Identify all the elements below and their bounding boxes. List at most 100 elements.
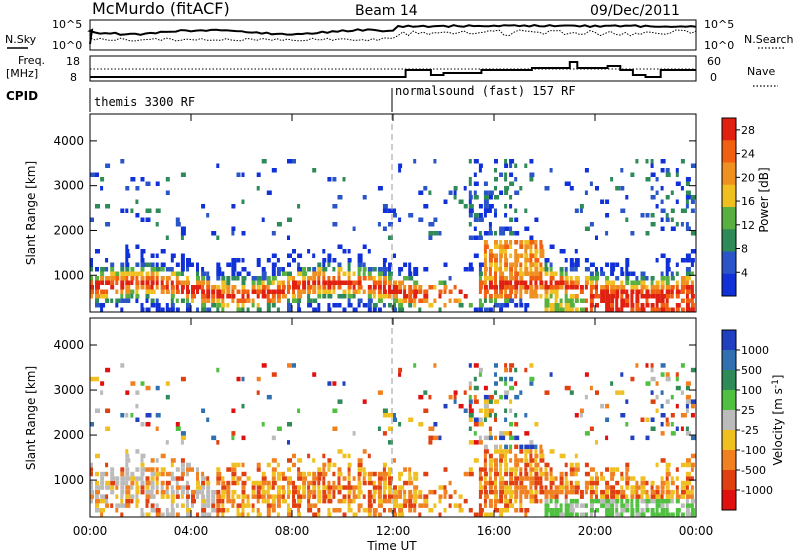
velocity-cell [226,467,232,472]
power-cell [221,276,226,281]
power-cell [620,294,624,299]
power-cell [393,307,397,312]
power-cell [130,289,135,294]
velocity-cell [307,494,312,499]
velocity-cell [317,512,321,517]
x-tick-label: 00:00 [679,524,714,538]
velocity-cell [579,494,584,499]
velocity-cell [256,480,262,486]
power-heatmap-cells [90,159,696,312]
power-cell [307,249,311,254]
velocity-colorbar-tick-label: -25 [741,424,759,437]
velocity-cell [534,494,538,499]
velocity-cell [494,489,498,495]
power-cell [413,289,419,294]
power-cell [499,276,505,281]
velocity-cell [327,480,331,486]
power-cell [271,262,277,267]
power-cell [680,307,685,312]
velocity-cell [372,489,377,495]
power-cell [519,280,526,285]
velocity-cell [130,480,135,486]
power-cell [509,204,513,209]
power-cell [670,294,674,299]
power-cell [120,298,127,303]
velocity-cell [135,467,140,472]
velocity-cell [579,489,584,495]
velocity-cell [327,498,333,504]
power-cell [216,298,221,303]
power-cell [468,208,474,213]
power-cell [685,226,691,231]
velocity-cell [539,449,544,454]
velocity-cell [504,485,510,490]
velocity-cell [362,467,366,472]
velocity-cell [337,449,343,454]
velocity-cell [191,494,195,499]
velocity-cell [645,489,649,495]
power-cell [236,303,240,308]
velocity-cell [534,485,538,490]
velocity-cell [191,503,194,508]
power-cell [357,276,362,281]
velocity-cell [120,471,125,477]
velocity-cell [600,494,606,499]
power-cell [246,289,250,294]
velocity-cell [135,449,140,454]
velocity-cell [367,508,372,513]
velocity-cell [574,471,578,477]
power-cell [125,249,130,254]
velocity-cell [680,485,686,490]
velocity-cell [524,462,530,468]
power-cell [342,177,346,182]
velocity-cell [256,508,260,513]
velocity-cell [90,498,93,504]
velocity-cell [241,498,245,504]
velocity-cell [332,480,336,486]
power-cell [534,240,538,245]
power-cell [453,285,457,290]
velocity-cell [287,503,290,508]
velocity-cell [509,467,515,472]
velocity-cell [645,494,650,499]
velocity-cell [388,489,391,495]
velocity-cell [393,458,396,463]
power-cell [473,195,479,200]
velocity-cell [352,498,356,504]
velocity-cell [317,485,321,490]
power-cell [589,307,593,312]
power-cell [539,249,545,254]
velocity-cell [640,494,644,499]
velocity-cell [519,467,523,472]
velocity-cell [332,485,338,490]
power-cell [433,231,439,236]
velocity-cell [675,372,679,377]
velocity-cell [488,476,492,481]
power-cell [605,307,612,312]
power-cell [615,262,620,267]
velocity-cell [150,494,156,499]
velocity-cell [680,512,685,517]
velocity-cell [357,458,363,463]
velocity-cell [564,489,570,495]
power-cell [357,303,361,308]
velocity-cell [554,494,559,499]
power-cell [605,276,610,281]
velocity-cell [307,480,313,486]
power-cell [110,285,115,290]
power-cell [186,262,191,267]
velocity-cell [388,485,392,490]
power-cell [428,231,434,236]
velocity-cell [241,489,246,495]
power-cell [574,294,579,299]
velocity-cell [519,498,523,504]
velocity-cell [100,381,105,386]
power-cell [256,289,262,294]
velocity-cell [690,367,696,373]
power-cell [620,303,626,308]
velocity-cell [483,444,488,450]
nsky-frame [89,19,697,51]
velocity-cell [95,471,99,477]
power-cell [160,267,165,272]
power-cell [589,280,594,285]
